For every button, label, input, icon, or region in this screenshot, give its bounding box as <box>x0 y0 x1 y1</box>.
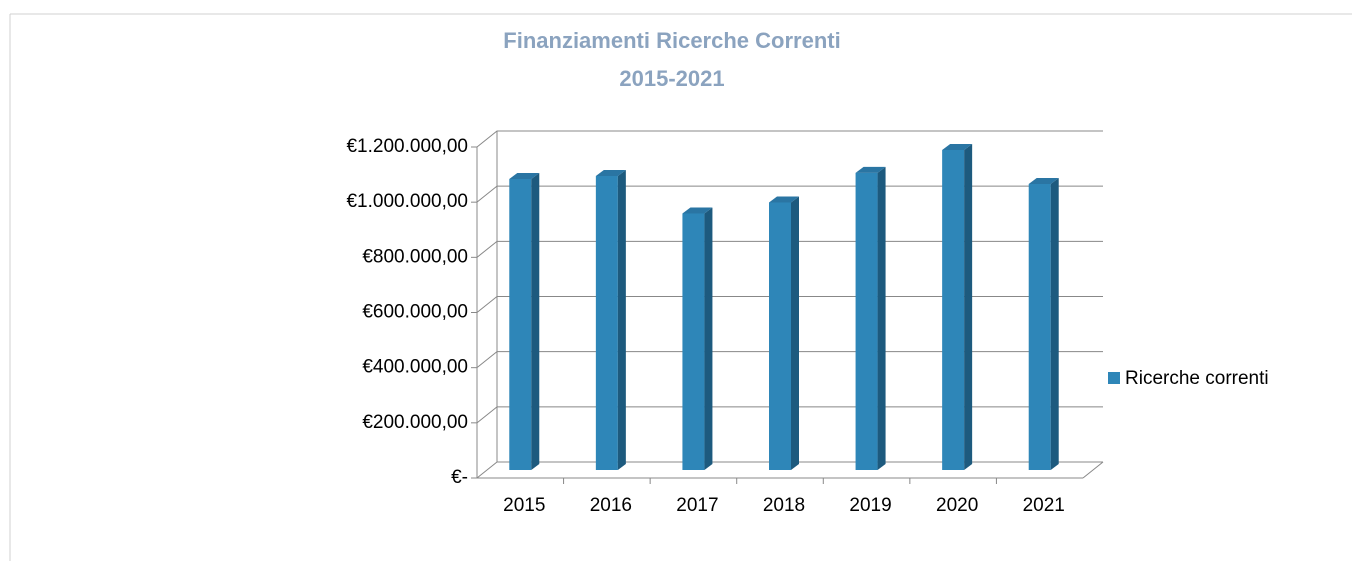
x-tick-label: 2018 <box>763 495 805 516</box>
x-tick-label: 2020 <box>936 495 978 516</box>
grid-line <box>476 130 1103 148</box>
bar <box>1028 177 1059 471</box>
bar-front <box>509 178 532 470</box>
y-tick-label: €200.000,00 <box>362 412 468 433</box>
y-tick-label: €1.200.000,00 <box>346 136 468 157</box>
bar-side <box>531 172 540 470</box>
x-tick-label: 2017 <box>676 495 718 516</box>
bar-front <box>942 150 965 471</box>
bar-front <box>855 172 878 471</box>
y-tick-label: €600.000,00 <box>362 302 468 323</box>
bar-front <box>595 175 618 470</box>
bar-front <box>769 202 791 471</box>
grid-line <box>476 351 1103 369</box>
bar-top <box>682 207 713 214</box>
x-tick-label: 2016 <box>590 495 632 516</box>
grid-line <box>476 461 1103 479</box>
bar-top <box>855 166 886 173</box>
bar-top <box>1028 177 1059 184</box>
grid-line <box>476 406 1103 424</box>
bar-front <box>682 213 705 470</box>
bar <box>855 166 886 471</box>
y-tick-label: €1.000.000,00 <box>346 191 468 212</box>
bar-side <box>877 166 886 471</box>
grid-line <box>476 240 1103 258</box>
bar-front <box>1028 183 1051 471</box>
x-tick-label: 2015 <box>503 495 545 516</box>
bar <box>769 196 799 471</box>
bar-top <box>595 169 626 176</box>
bar-top <box>509 172 540 179</box>
x-tick-label: 2019 <box>849 495 891 516</box>
bar-side <box>964 144 973 471</box>
legend-swatch <box>1108 372 1120 384</box>
y-tick-label: €800.000,00 <box>362 246 468 267</box>
chart-title: Finanziamenti Ricerche Correnti <box>503 28 840 53</box>
bar <box>595 169 626 470</box>
bar-side <box>617 169 626 470</box>
bar <box>682 207 713 470</box>
bar <box>942 144 973 471</box>
legend-label: Ricerche correnti <box>1125 368 1269 389</box>
y-tick-label: €- <box>451 467 468 488</box>
bar-side <box>791 196 799 471</box>
x-tick-label: 2021 <box>1023 495 1065 516</box>
chart-subtitle: 2015-2021 <box>619 66 724 91</box>
y-tick-label: €400.000,00 <box>362 357 468 378</box>
bar-side <box>1050 177 1059 471</box>
grid-line <box>476 296 1103 313</box>
floor-right <box>1082 461 1104 479</box>
bar-top <box>769 196 799 203</box>
bar <box>509 172 540 470</box>
bar-top <box>942 144 973 151</box>
bar-side <box>704 207 713 470</box>
grid-line <box>476 185 1103 203</box>
